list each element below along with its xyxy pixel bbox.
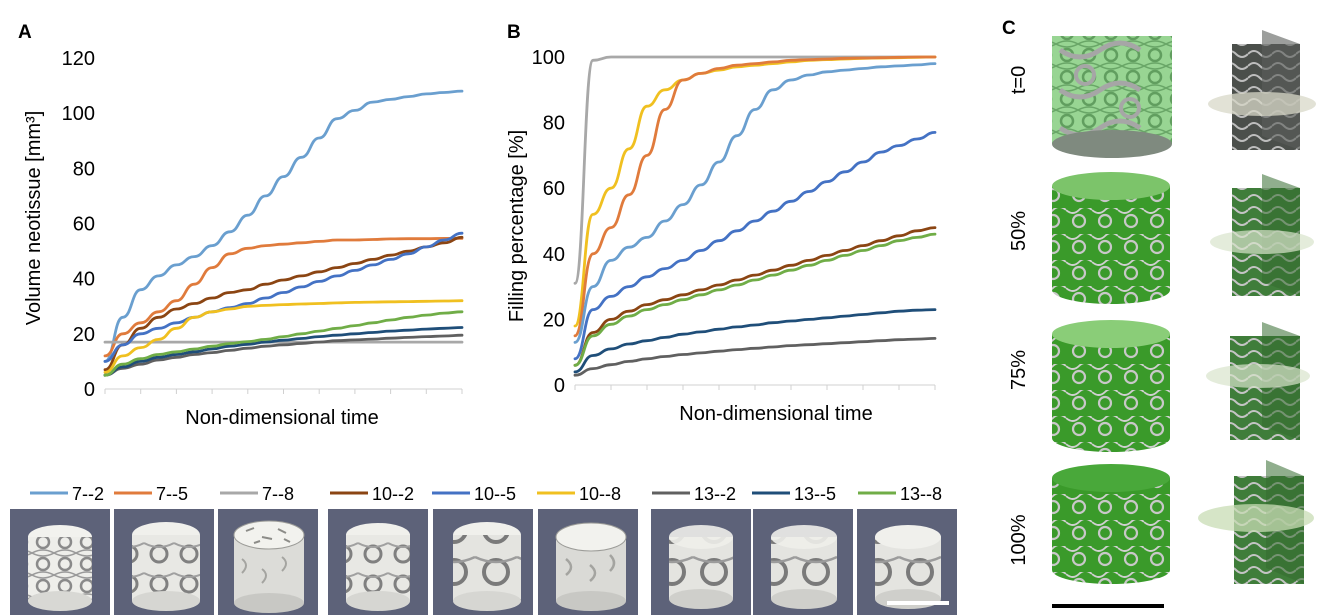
legend-item-10-5: 10--5: [432, 484, 516, 504]
y-tick-label: 40: [73, 269, 95, 291]
cylinder-t0: [1052, 36, 1172, 158]
scaffold-7-8: [218, 509, 318, 615]
chart-b: 0 20 40 60 80 100 Non-dimensional time Fillin…: [506, 47, 937, 425]
cylinder-100: [1052, 464, 1170, 584]
scaffold-10-2: [328, 509, 428, 615]
y-tick-label: 100: [532, 47, 565, 69]
scaffold-10-8: [538, 509, 638, 615]
row-label-75: 75%: [1008, 350, 1030, 390]
scaffold-7-2: [10, 509, 110, 615]
series-line-7-2: [573, 62, 937, 344]
panel-c: t=0 50% 75% 100%: [1008, 30, 1316, 608]
legend-label: 7--8: [262, 484, 294, 504]
x-axis-label-a: Non-dimensional time: [185, 407, 378, 429]
scaffold-13-2: [651, 509, 751, 615]
planes-75: [1206, 322, 1310, 440]
y-tick-label: 0: [554, 375, 565, 397]
legend-label: 13--5: [794, 484, 836, 504]
series-line-7-5: [573, 55, 937, 338]
legend-item-7-8: 7--8: [220, 484, 294, 504]
series-lines-a: [103, 89, 464, 377]
legend: 7--2 7--5 7--8 10--2 10--5 10--8 13--2 13--5 13-…: [30, 484, 942, 504]
legend-label: 7--2: [72, 484, 104, 504]
series-line-10-2: [573, 226, 937, 367]
series-line-7-5: [103, 236, 464, 358]
legend-label: 10--8: [579, 484, 621, 504]
y-tick-label: 80: [543, 113, 565, 135]
x-ticks-a: [104, 389, 463, 394]
y-tick-label: 60: [543, 178, 565, 200]
series-line-13-5: [103, 326, 464, 377]
panel-label-b: B: [507, 22, 521, 43]
legend-label: 13--2: [694, 484, 736, 504]
cylinder-50: [1052, 172, 1170, 304]
series-line-13-8: [103, 310, 464, 377]
row-label-100: 100%: [1008, 514, 1030, 565]
chart-a: 0 20 40 60 80 100 120 Non-dimensional time Vol…: [23, 48, 464, 429]
series-line-10-2: [103, 235, 464, 372]
series-line-10-8: [103, 299, 464, 374]
y-tick-label: 120: [62, 48, 95, 70]
y-tick-label: 80: [73, 158, 95, 180]
y-tick-labels-a: 0 20 40 60 80 100 120: [62, 48, 95, 401]
legend-item-7-2: 7--2: [30, 484, 104, 504]
x-axis-label-b: Non-dimensional time: [679, 403, 872, 425]
series-line-7-2: [103, 89, 464, 363]
y-axis-label-a: Volume neotissue [mm³]: [23, 111, 45, 326]
series-line-13-5: [573, 308, 937, 374]
y-tick-label: 60: [73, 214, 95, 236]
y-tick-label: 100: [62, 103, 95, 125]
cylinder-75: [1052, 320, 1170, 452]
scaffold-13-8: [857, 509, 957, 615]
legend-label: 10--5: [474, 484, 516, 504]
series-lines-b: [573, 55, 937, 377]
row-label-t0: t=0: [1008, 66, 1030, 94]
series-line-13-2: [103, 333, 464, 377]
series-line-10-5: [573, 131, 937, 361]
row-label-50: 50%: [1008, 211, 1030, 251]
y-tick-labels-b: 0 20 40 60 80 100: [532, 47, 565, 397]
legend-item-10-8: 10--8: [537, 484, 621, 504]
panel-label-c: C: [1002, 18, 1016, 39]
scaffold-13-5: [753, 509, 853, 615]
legend-item-10-2: 10--2: [330, 484, 414, 504]
scaffold-thumbnails: [10, 509, 957, 615]
legend-label: 7--5: [156, 484, 188, 504]
planes-100: [1198, 460, 1314, 584]
x-ticks-b: [574, 385, 936, 390]
panel-label-a: A: [18, 22, 32, 43]
series-line-7-8: [573, 55, 937, 285]
legend-item-13-5: 13--5: [752, 484, 836, 504]
series-line-13-8: [573, 232, 937, 367]
y-tick-label: 0: [84, 379, 95, 401]
series-line-13-2: [573, 337, 937, 377]
legend-item-13-2: 13--2: [652, 484, 736, 504]
y-axis-label-b: Filling percentage [%]: [506, 130, 528, 322]
series-line-10-5: [103, 231, 464, 363]
planes-50: [1210, 174, 1314, 296]
scaffold-10-5: [433, 509, 533, 615]
scaffold-7-5: [114, 509, 214, 615]
legend-label: 10--2: [372, 484, 414, 504]
legend-label: 13--8: [900, 484, 942, 504]
legend-item-13-8: 13--8: [858, 484, 942, 504]
legend-item-7-5: 7--5: [114, 484, 188, 504]
y-tick-label: 20: [543, 309, 565, 331]
y-tick-label: 20: [73, 324, 95, 346]
y-tick-label: 40: [543, 244, 565, 266]
planes-t0: [1208, 30, 1316, 150]
